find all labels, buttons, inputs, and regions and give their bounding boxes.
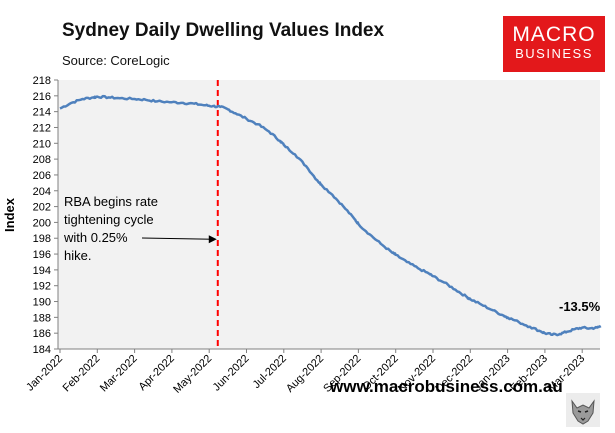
y-axis-label: Index — [2, 197, 17, 232]
x-tick-label: Jan-2022 — [24, 353, 65, 394]
y-tick-label: 212 — [33, 122, 51, 134]
y-tick-label: 200 — [33, 217, 51, 229]
y-tick-label: 196 — [33, 249, 51, 261]
x-tick-label: Feb-2022 — [61, 353, 103, 395]
y-tick-label: 198 — [33, 233, 51, 245]
y-tick-label: 192 — [33, 281, 51, 293]
annotation-arrow — [141, 237, 213, 240]
y-tick-label: 184 — [33, 344, 51, 356]
y-tick-label: 218 — [33, 75, 51, 87]
x-tick-label: Jul-2022 — [251, 353, 289, 391]
plot-area — [58, 80, 600, 349]
annotation-line: RBA begins rate — [64, 194, 158, 209]
y-tick-label: 208 — [33, 154, 51, 166]
y-tick-label: 210 — [33, 138, 51, 150]
y-tick-label: 186 — [33, 328, 51, 340]
y-tick-label: 190 — [33, 297, 51, 309]
brand-logo: MACRO BUSINESS — [503, 16, 605, 72]
y-tick-label: 206 — [33, 170, 51, 182]
wolf-mascot-icon — [566, 393, 600, 427]
y-tick-label: 216 — [33, 91, 51, 103]
chart-source: Source: CoreLogic — [62, 53, 170, 68]
y-axis: 184 186 188 190 192 194 196 198 200 202 204 206 208 2… — [33, 75, 59, 356]
end-change-label: -13.5% — [559, 299, 601, 314]
y-tick-label: 194 — [33, 265, 51, 277]
x-tick-label: Jun-2022 — [211, 353, 252, 394]
y-tick-label: 214 — [33, 107, 51, 119]
x-tick-label: Aug-2022 — [284, 353, 326, 395]
brand-logo-line1: MACRO — [512, 23, 596, 46]
x-tick-label: May-2022 — [171, 353, 214, 396]
annotation-line: with 0.25% — [63, 230, 128, 245]
rba-annotation: RBA begins rate tightening cycle with 0.25… — [63, 194, 158, 263]
annotation-line: hike. — [64, 248, 91, 263]
brand-logo-line2: BUSINESS — [515, 46, 593, 61]
y-tick-label: 202 — [33, 202, 51, 214]
chart-title: Sydney Daily Dwelling Values Index — [62, 20, 385, 41]
website-url[interactable]: www.macrobusiness.com.au — [330, 377, 563, 396]
y-tick-label: 204 — [33, 186, 51, 198]
y-tick-label: 188 — [33, 312, 51, 324]
series-line-sydney-index — [59, 94, 602, 337]
annotation-line: tightening cycle — [64, 212, 154, 227]
x-tick-label: Mar-2022 — [98, 353, 140, 395]
annotation-arrowhead — [208, 235, 217, 244]
